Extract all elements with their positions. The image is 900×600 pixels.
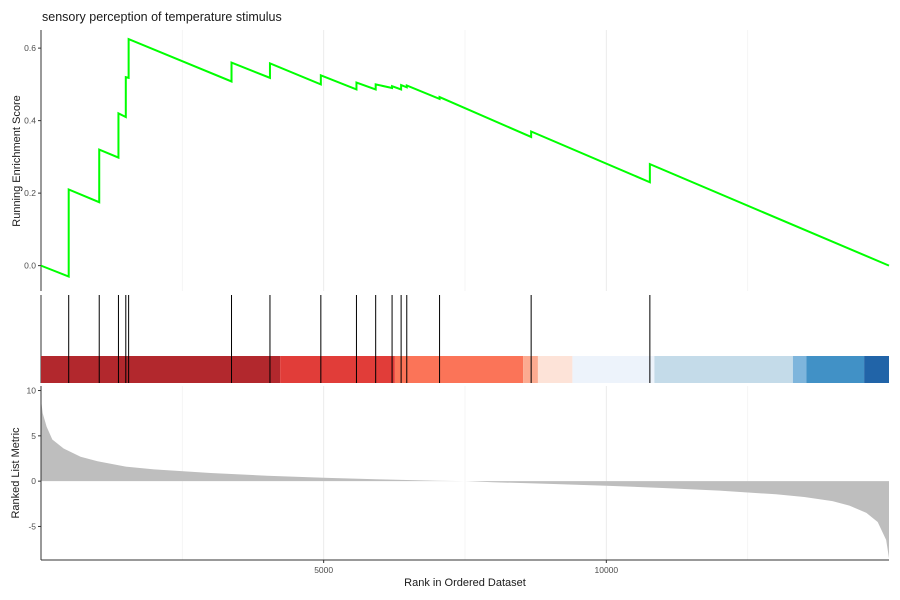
rank-y-ticks: -5 0 5 10 — [27, 386, 41, 531]
ranked-color-bands — [41, 356, 889, 383]
rank-y-tick-label: -5 — [28, 521, 36, 531]
ranked-metric-panel: -5 0 5 10 5000 10000 Ranked List Metric Rank… — [10, 386, 889, 589]
color-band — [806, 356, 865, 383]
x-axis-label: Rank in Ordered Dataset — [404, 577, 526, 589]
es-y-tick-label: 0.0 — [24, 261, 36, 271]
x-tick-label: 5000 — [314, 565, 333, 575]
color-band — [864, 356, 889, 383]
color-band — [654, 356, 793, 383]
rank-y-tick-label: 10 — [27, 386, 37, 396]
gene-hits-panel — [40, 295, 889, 383]
rank-y-tick-label: 0 — [31, 476, 36, 486]
color-band — [792, 356, 807, 383]
es-y-axis-label: Running Enrichment Score — [11, 95, 23, 226]
color-band — [523, 356, 538, 383]
es-y-ticks: 0.0 0.2 0.4 0.6 — [24, 43, 41, 271]
es-y-tick-label: 0.4 — [24, 116, 36, 126]
es-y-tick-label: 0.6 — [24, 43, 36, 53]
rank-vertical-grid — [181, 386, 749, 560]
es-y-tick-label: 0.2 — [24, 188, 36, 198]
gene-hit-ticks — [68, 295, 651, 383]
color-band — [394, 356, 524, 383]
x-tick-label: 10000 — [595, 565, 619, 575]
running-enrichment-line — [40, 37, 890, 278]
rank-y-axis-label: Ranked List Metric — [10, 427, 22, 519]
enrichment-score-panel: 0.0 0.2 0.4 0.6 Running Enrichment Score — [11, 30, 890, 291]
color-band — [41, 356, 281, 383]
rank-x-ticks: 5000 10000 — [314, 560, 618, 575]
chart-title: sensory perception of temperature stimul… — [42, 10, 282, 24]
es-vertical-grid — [181, 30, 749, 291]
rank-y-tick-label: 5 — [31, 431, 36, 441]
color-band — [537, 356, 573, 383]
color-band — [572, 356, 655, 383]
color-band — [280, 356, 395, 383]
ranked-metric-area — [41, 399, 889, 559]
